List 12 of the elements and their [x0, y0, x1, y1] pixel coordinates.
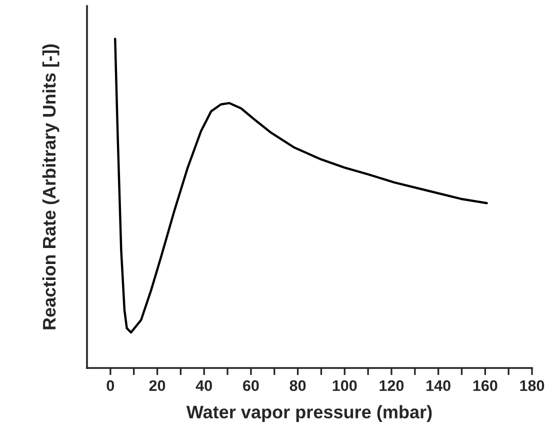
- x-tick-label: 140: [426, 380, 450, 392]
- x-tick-label: 120: [380, 380, 404, 392]
- x-tick-label: 0: [106, 380, 114, 392]
- y-axis-title: Reaction Rate (Arbitrary Units [-]): [42, 44, 60, 330]
- x-tick-label: 160: [473, 380, 498, 392]
- x-tick-label: 100: [332, 380, 357, 392]
- x-tick-label: 20: [149, 380, 166, 392]
- x-tick-label: 80: [290, 380, 306, 392]
- x-tick-label: 60: [243, 380, 259, 392]
- x-axis-title: Water vapor pressure (mbar): [186, 405, 432, 422]
- x-tick-label: 40: [196, 380, 212, 392]
- x-tick-label: 180: [520, 380, 544, 392]
